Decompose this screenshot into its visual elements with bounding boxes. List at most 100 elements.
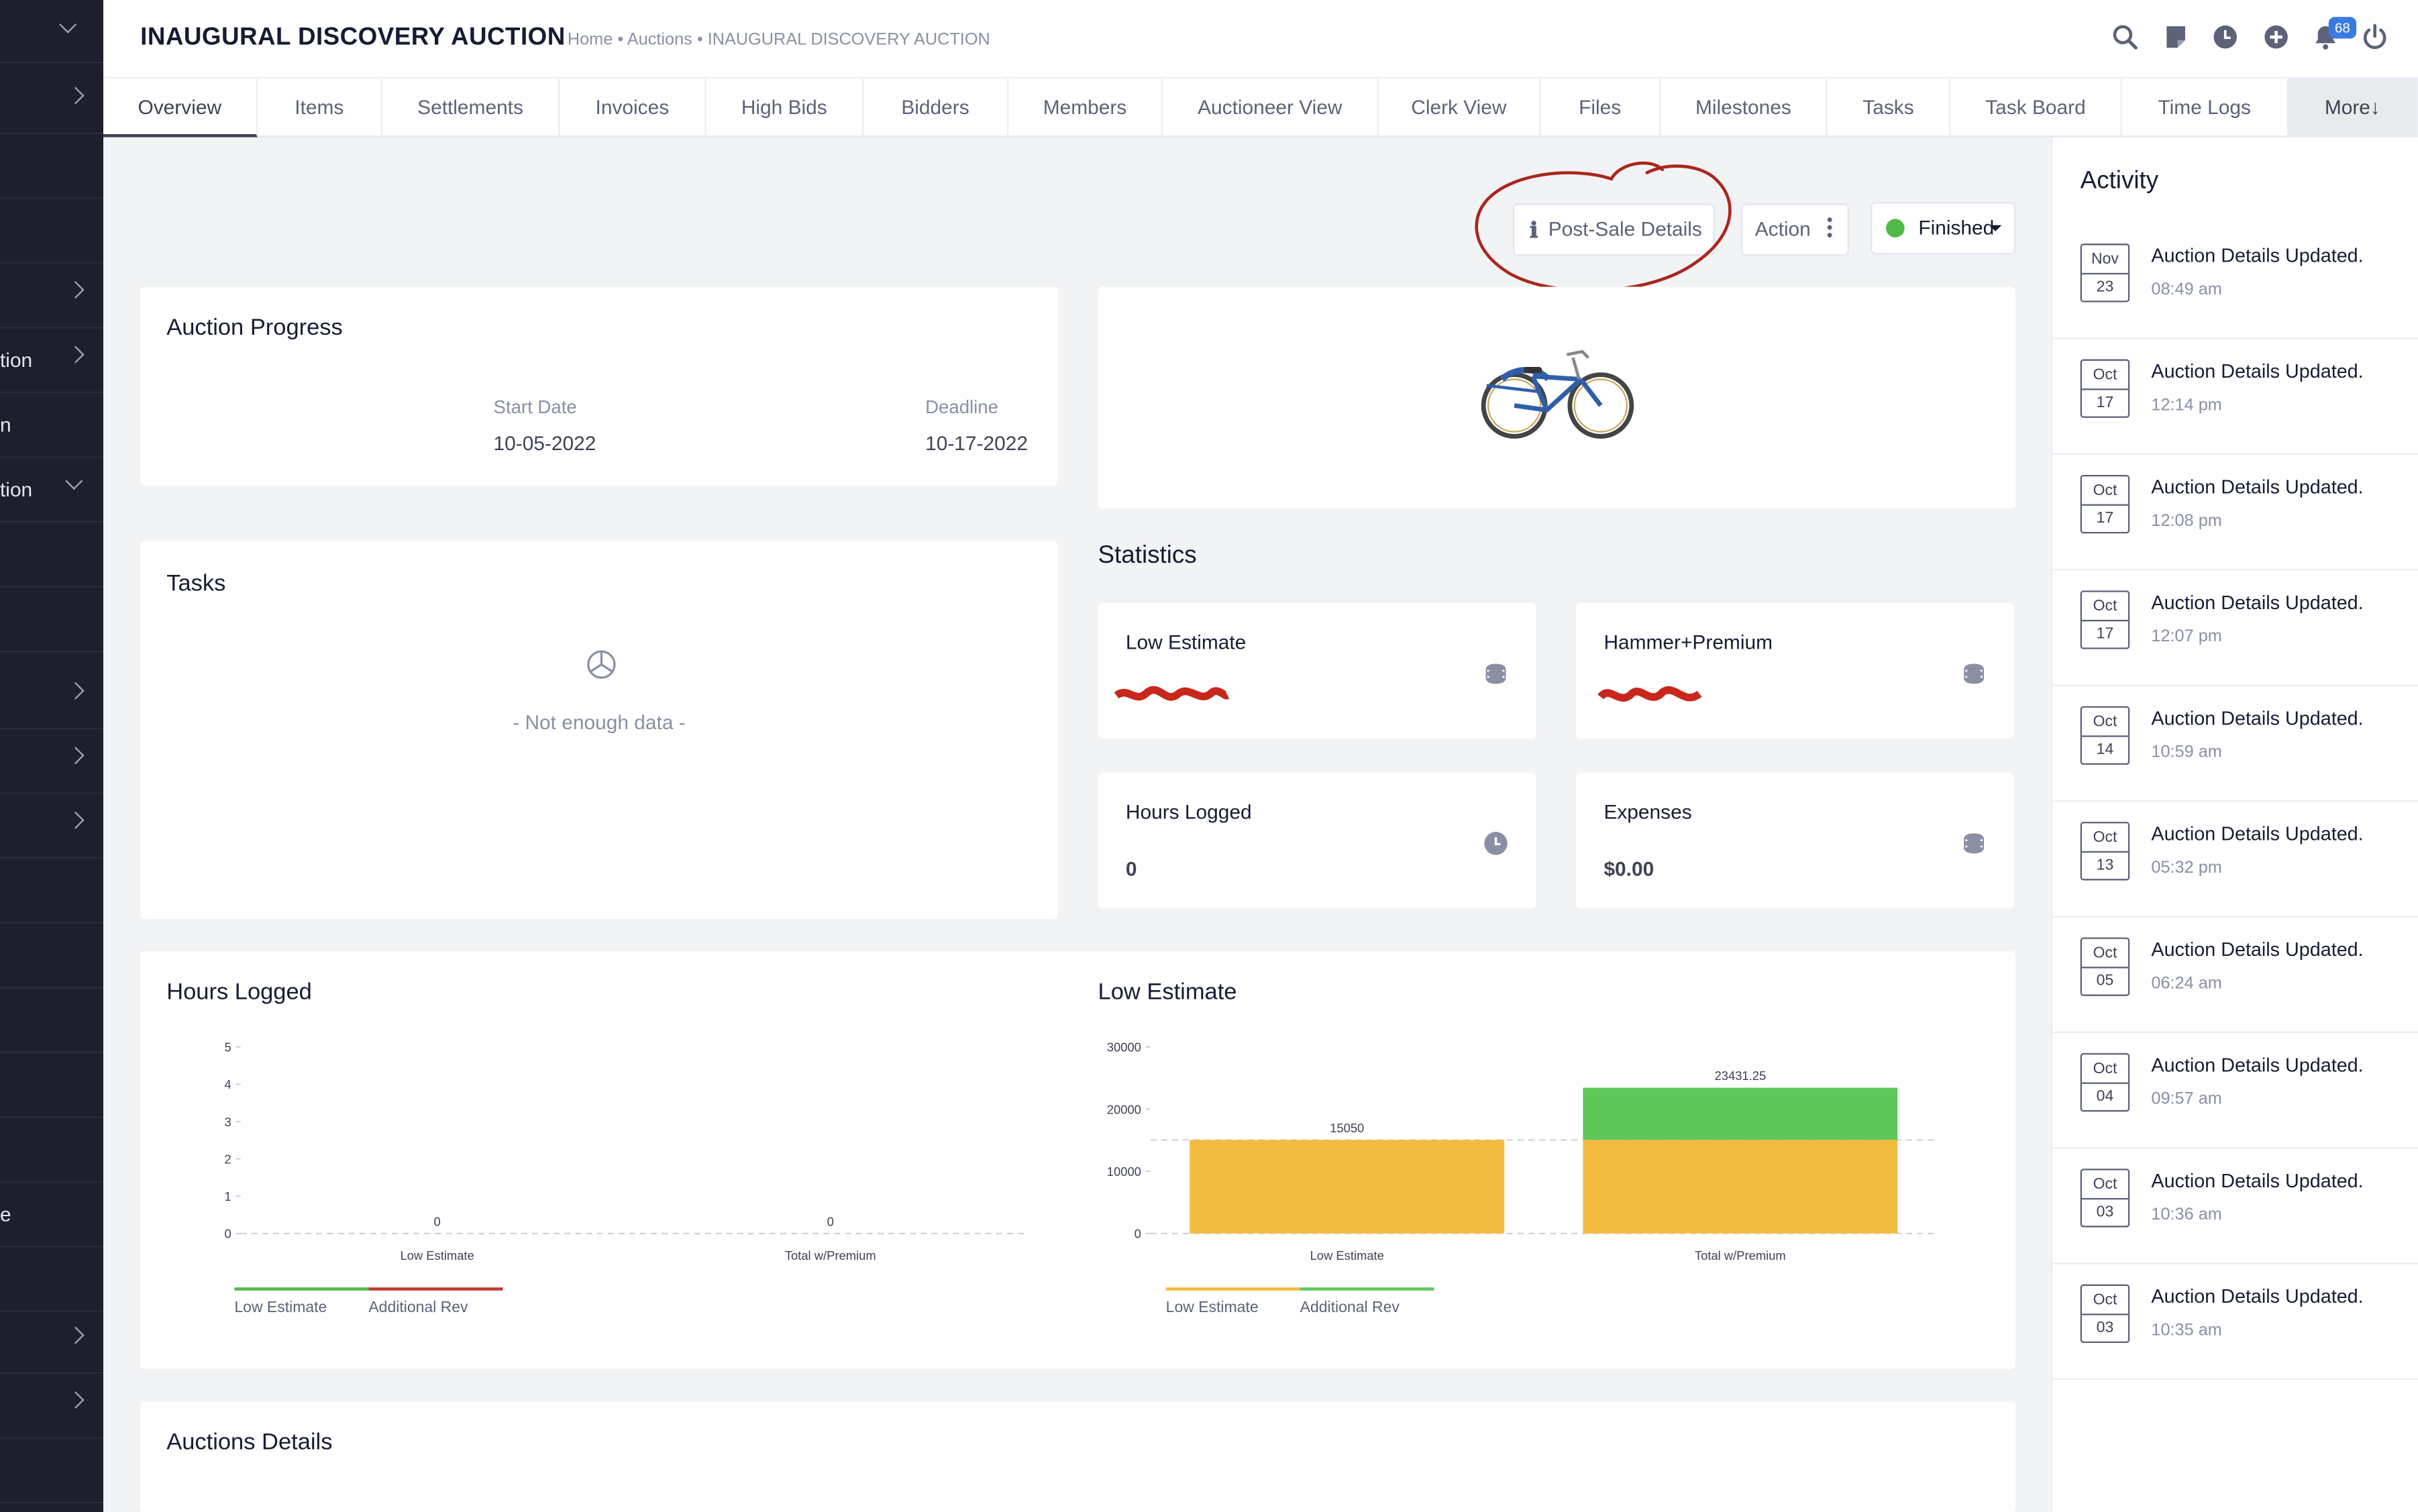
tab-overview[interactable]: Overview bbox=[103, 78, 258, 138]
stat-expenses: Expenses $0.00 bbox=[1576, 772, 2014, 908]
plus-circle-icon[interactable] bbox=[2262, 23, 2290, 50]
bicycle-image[interactable] bbox=[1477, 345, 1638, 444]
auctions-details-title: Auctions Details bbox=[166, 1429, 333, 1456]
x-category-label: Low Estimate bbox=[400, 1248, 474, 1262]
sidebar-item[interactable] bbox=[0, 861, 103, 924]
activity-time: 08:49 am bbox=[2151, 280, 2222, 299]
stat-expenses-value: $0.00 bbox=[1604, 857, 1654, 881]
action-button[interactable]: Action bbox=[1741, 203, 1849, 256]
sidebar-item[interactable] bbox=[0, 201, 103, 264]
tasks-card: Tasks - Not enough data - bbox=[140, 541, 1058, 919]
x-category-label: Total w/Premium bbox=[785, 1248, 876, 1262]
stat-hours-logged: Hours Logged 0 bbox=[1098, 772, 1536, 908]
legend-additional-rev[interactable]: Additional Rev bbox=[1300, 1287, 1434, 1317]
activity-message: Auction Details Updated. bbox=[2151, 592, 2364, 614]
activity-item[interactable]: Oct 14 Auction Details Updated. 10:59 am bbox=[2052, 686, 2418, 802]
sidebar-item[interactable] bbox=[0, 796, 103, 859]
activity-item[interactable]: Oct 17 Auction Details Updated. 12:14 pm bbox=[2052, 339, 2418, 455]
breadcrumb-auctions[interactable]: Auctions bbox=[627, 30, 692, 50]
sidebar-item[interactable] bbox=[0, 666, 103, 730]
activity-message: Auction Details Updated. bbox=[2151, 476, 2364, 498]
sidebar-item[interactable] bbox=[0, 1055, 103, 1118]
activity-item[interactable]: Oct 03 Auction Details Updated. 10:36 am bbox=[2052, 1148, 2418, 1264]
sidebar-item[interactable] bbox=[0, 524, 103, 588]
y-tick-label: 10000 bbox=[1107, 1165, 1141, 1179]
tab-settlements[interactable]: Settlements bbox=[382, 78, 560, 138]
activity-message: Auction Details Updated. bbox=[2151, 823, 2364, 845]
sidebar-item[interactable] bbox=[0, 990, 103, 1053]
tab-high-bids[interactable]: High Bids bbox=[706, 78, 864, 138]
activity-month: Oct bbox=[2081, 592, 2128, 622]
chevron-right-icon bbox=[66, 747, 85, 765]
sidebar-item[interactable] bbox=[0, 71, 103, 134]
breadcrumb-home[interactable]: Home bbox=[567, 30, 613, 50]
activity-item[interactable]: Oct 03 Auction Details Updated. 10:35 am bbox=[2052, 1264, 2418, 1381]
chevron-down-icon bbox=[65, 472, 83, 490]
activity-day: 14 bbox=[2096, 741, 2114, 759]
legend-low-estimate[interactable]: Low Estimate bbox=[1165, 1287, 1300, 1317]
activity-item[interactable]: Oct 17 Auction Details Updated. 12:07 pm bbox=[2052, 570, 2418, 686]
sidebar-item[interactable] bbox=[0, 1375, 103, 1439]
chevron-right-icon bbox=[66, 682, 85, 700]
sidebar-item[interactable] bbox=[0, 925, 103, 989]
stat-low-estimate: Low Estimate bbox=[1098, 602, 1536, 739]
tab-auctioneer-view[interactable]: Auctioneer View bbox=[1163, 78, 1379, 138]
chevron-right-icon bbox=[66, 1326, 85, 1344]
redacted-scribble bbox=[1114, 686, 1229, 701]
activity-item[interactable]: Oct 13 Auction Details Updated. 05:32 pm bbox=[2052, 802, 2418, 918]
search-icon[interactable] bbox=[2111, 23, 2139, 50]
tab-milestones[interactable]: Milestones bbox=[1661, 78, 1828, 138]
activity-month: Oct bbox=[2081, 823, 2128, 853]
post-sale-details-button[interactable]: ℹ Post-Sale Details bbox=[1512, 203, 1715, 256]
sidebar-item[interactable] bbox=[0, 1440, 103, 1504]
legend-low-estimate[interactable]: Low Estimate bbox=[234, 1287, 369, 1317]
activity-message: Auction Details Updated. bbox=[2151, 1170, 2364, 1192]
tab-more[interactable]: More↓ bbox=[2288, 78, 2418, 138]
notes-icon[interactable] bbox=[2162, 23, 2189, 50]
tab-time-logs[interactable]: Time Logs bbox=[2122, 78, 2289, 138]
tab-items[interactable]: Items bbox=[258, 78, 383, 138]
tab-clerk-view[interactable]: Clerk View bbox=[1379, 78, 1541, 138]
activity-item[interactable]: Oct 17 Auction Details Updated. 12:08 pm bbox=[2052, 455, 2418, 571]
tab-tasks[interactable]: Tasks bbox=[1828, 78, 1951, 138]
activity-item[interactable]: Nov 23 Auction Details Updated. 08:49 am bbox=[2052, 223, 2418, 339]
breadcrumb: Home • Auctions • INAUGURAL DISCOVERY AU… bbox=[567, 30, 990, 50]
y-tick-label: 1 bbox=[225, 1189, 231, 1203]
activity-date-badge: Oct 17 bbox=[2080, 359, 2130, 418]
bar-data-label: 23431.25 bbox=[1715, 1069, 1767, 1083]
y-tick-label: 4 bbox=[225, 1077, 231, 1091]
legend-additional-rev[interactable]: Additional Rev bbox=[368, 1287, 503, 1317]
caret-down-icon bbox=[1989, 225, 2002, 231]
activity-date-badge: Oct 04 bbox=[2080, 1052, 2130, 1112]
sidebar-item[interactable] bbox=[0, 589, 103, 653]
tab-bidders[interactable]: Bidders bbox=[863, 78, 1009, 138]
chevron-right-icon bbox=[66, 281, 85, 299]
clock-icon[interactable] bbox=[2211, 23, 2239, 50]
power-icon[interactable] bbox=[2361, 23, 2388, 50]
sidebar-item[interactable] bbox=[0, 265, 103, 329]
bar-data-label: 15050 bbox=[1330, 1121, 1364, 1135]
tab-task-board[interactable]: Task Board bbox=[1951, 78, 2122, 138]
tab-invoices[interactable]: Invoices bbox=[560, 78, 706, 138]
sidebar-item[interactable]: n bbox=[0, 394, 103, 458]
sidebar-item-active[interactable]: tion bbox=[0, 460, 103, 523]
status-dropdown[interactable]: Finished bbox=[1871, 202, 2016, 255]
activity-item[interactable]: Oct 05 Auction Details Updated. 06:24 am bbox=[2052, 918, 2418, 1033]
tab-members[interactable]: Members bbox=[1008, 78, 1163, 138]
sidebar-item[interactable] bbox=[0, 1311, 103, 1374]
activity-item[interactable]: Oct 04 Auction Details Updated. 09:57 am bbox=[2052, 1033, 2418, 1149]
activity-message: Auction Details Updated. bbox=[2151, 1055, 2364, 1077]
status-label: Finished bbox=[1918, 215, 1995, 239]
sidebar-item[interactable] bbox=[0, 731, 103, 794]
deadline-value: 10-17-2022 bbox=[925, 431, 1028, 455]
sidebar-item[interactable]: e bbox=[0, 1184, 103, 1248]
sidebar-item[interactable] bbox=[0, 136, 103, 199]
sidebar-item[interactable]: tion bbox=[0, 330, 103, 394]
sidebar-toggle[interactable] bbox=[0, 0, 103, 64]
sidebar-item[interactable] bbox=[0, 1249, 103, 1313]
activity-time: 10:59 am bbox=[2151, 743, 2222, 762]
redacted-scribble bbox=[1597, 686, 1702, 702]
activity-month: Oct bbox=[2081, 1286, 2128, 1315]
sidebar-item[interactable] bbox=[0, 1120, 103, 1183]
tab-files[interactable]: Files bbox=[1540, 78, 1661, 138]
